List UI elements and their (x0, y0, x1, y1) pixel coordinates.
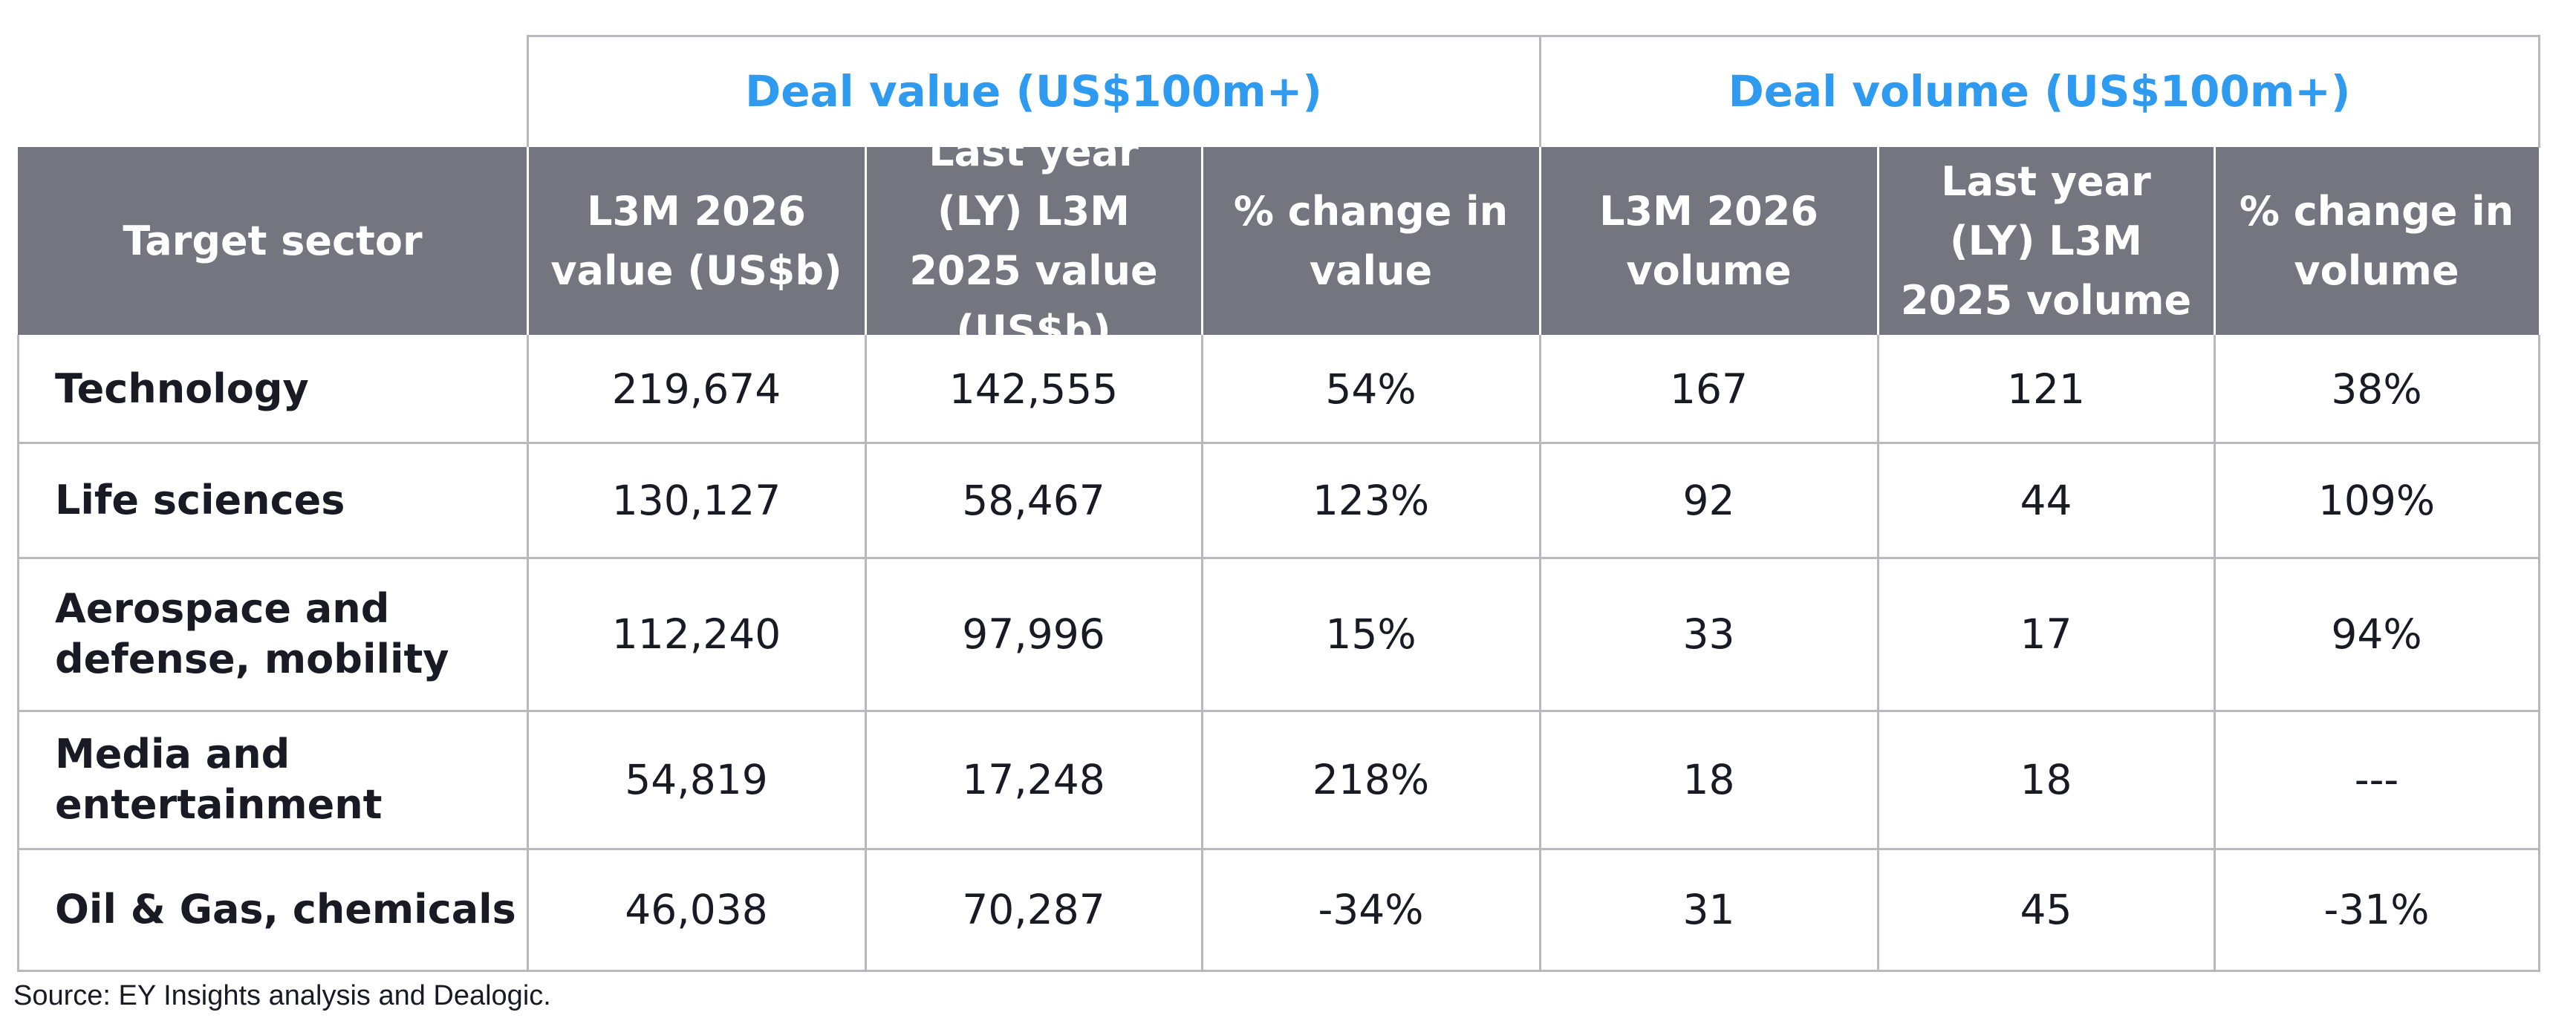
grid-line (18, 442, 2540, 444)
row-oil-gas-sector: Oil & Gas, chemicals (55, 886, 516, 933)
row-oil-gas-value-change: -34% (1318, 886, 1424, 933)
grid-line (18, 848, 2540, 850)
row-media-value-change: 218% (1312, 756, 1430, 803)
row-life-sciences-value-2025: 58,467 (962, 476, 1105, 524)
grid-line (1539, 335, 1541, 972)
column-header-ly-l3m-2025-volume: Last year (LY) L3M 2025 volume (1900, 157, 2192, 324)
grid-line (527, 147, 529, 335)
row-aerospace-value-2026: 112,240 (611, 610, 781, 658)
grid-line (17, 335, 19, 972)
grid-line (18, 970, 2540, 972)
row-media-sector: Media and entertainment (55, 731, 383, 828)
group-header-deal-value: Deal value (US$100m+) (527, 36, 1540, 147)
row-technology-value-change: 54% (1325, 365, 1417, 413)
grid-line (527, 35, 2540, 37)
row-life-sciences-volume-2026: 92 (1682, 476, 1735, 524)
row-technology-sector: Technology (55, 365, 309, 412)
row-oil-gas-volume-2026: 31 (1682, 886, 1735, 933)
grid-line (527, 335, 529, 972)
column-header-l3m-2026-value: L3M 2026 value (US$b) (550, 187, 842, 294)
row-aerospace-volume-2025: 17 (2020, 610, 2072, 658)
row-technology-volume-change: 38% (2331, 365, 2422, 413)
source-note: Source: EY Insights analysis and Dealogi… (13, 980, 551, 1011)
row-media-volume-change: --- (2354, 756, 2399, 803)
row-oil-gas-volume-change: -31% (2323, 886, 2430, 933)
row-aerospace-volume-2026: 33 (1682, 610, 1735, 658)
row-life-sciences-value-2026: 130,127 (611, 476, 781, 524)
column-header-ly-l3m-2025-value: Last year (LY) L3M 2025 value (US$b) (909, 128, 1158, 353)
row-oil-gas-value-2025: 70,287 (962, 886, 1105, 933)
column-header-pct-change-volume: % change in volume (2239, 187, 2514, 294)
row-oil-gas-volume-2025: 45 (2020, 886, 2072, 933)
row-aerospace-value-2025: 97,996 (962, 610, 1105, 658)
row-technology-volume-2025: 121 (2007, 365, 2085, 413)
column-header-l3m-2026-volume: L3M 2026 volume (1599, 187, 1818, 294)
grid-line (2214, 147, 2216, 335)
group-header-deal-volume: Deal volume (US$100m+) (1540, 36, 2539, 147)
grid-line (865, 335, 867, 972)
grid-line (865, 147, 867, 335)
row-life-sciences-volume-2025: 44 (2020, 476, 2072, 524)
row-media-volume-2025: 18 (2020, 756, 2072, 803)
grid-line (2214, 335, 2216, 972)
grid-line (1539, 147, 1541, 335)
row-technology-value-2025: 142,555 (949, 365, 1119, 413)
grid-line (1201, 147, 1203, 335)
row-aerospace-volume-change: 94% (2331, 610, 2422, 658)
row-oil-gas-value-2026: 46,038 (625, 886, 768, 933)
column-header-pct-change-value: % change in value (1233, 187, 1509, 294)
column-header-target-sector: Target sector (123, 217, 423, 264)
row-media-value-2025: 17,248 (962, 756, 1105, 803)
grid-line (2538, 335, 2540, 972)
row-technology-volume-2026: 167 (1670, 365, 1748, 413)
grid-line (1877, 147, 1879, 335)
grid-line (2538, 35, 2540, 148)
column-header-band (18, 147, 2539, 335)
row-life-sciences-sector: Life sciences (55, 476, 345, 523)
row-life-sciences-volume-change: 109% (2318, 476, 2436, 524)
row-media-value-2026: 54,819 (625, 756, 768, 803)
grid-line (527, 35, 529, 148)
row-media-volume-2026: 18 (1682, 756, 1735, 803)
row-aerospace-value-change: 15% (1325, 610, 1417, 658)
grid-line (1539, 35, 1541, 148)
row-technology-value-2026: 219,674 (611, 365, 781, 413)
grid-line (1201, 335, 1203, 972)
grid-line (1877, 335, 1879, 972)
grid-line (18, 710, 2540, 712)
row-life-sciences-value-change: 123% (1312, 476, 1430, 524)
grid-line (18, 557, 2540, 559)
row-aerospace-sector: Aerospace and defense, mobility (55, 585, 449, 682)
